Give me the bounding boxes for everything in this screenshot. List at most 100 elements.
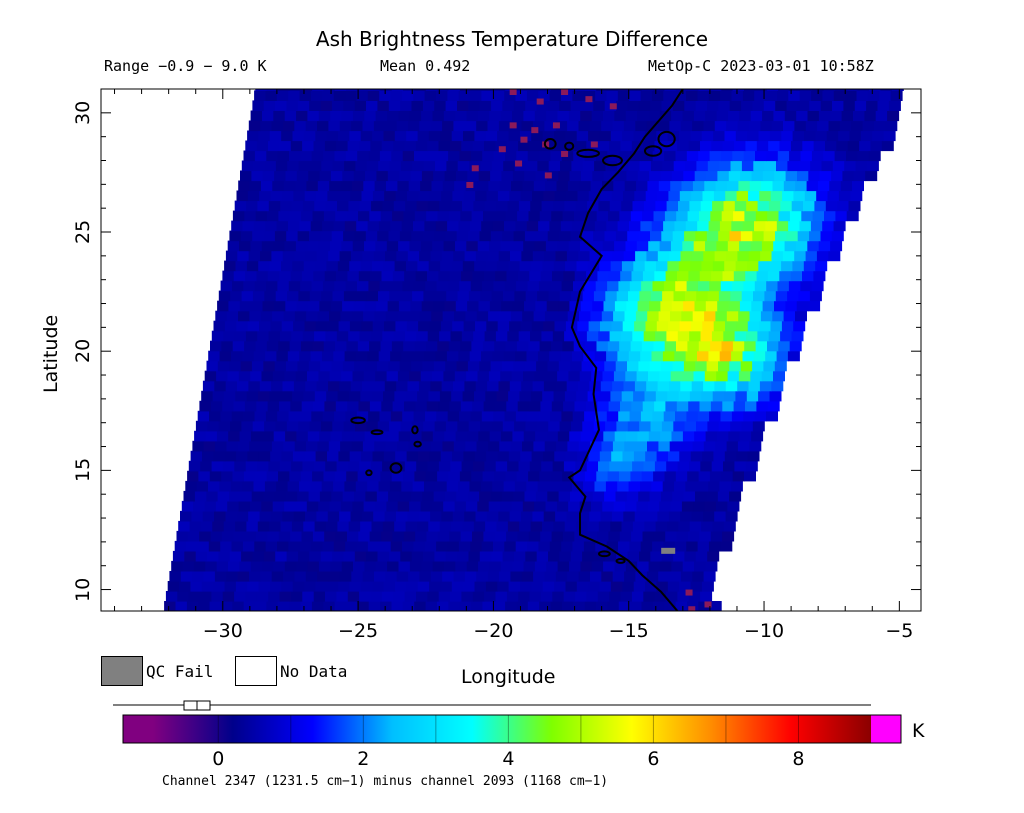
- heatmap-cell: [231, 540, 244, 552]
- heatmap-cell: [440, 581, 453, 592]
- heatmap-cell: [288, 90, 301, 101]
- heatmap-cell: [343, 420, 356, 432]
- heatmap-cell: [582, 420, 595, 432]
- heatmap-cell: [754, 410, 767, 422]
- heatmap-cell: [468, 420, 481, 432]
- heatmap-cell: [610, 581, 623, 592]
- heatmap-cell: [567, 180, 580, 192]
- heatmap-cell: [739, 430, 752, 442]
- heatmap-cell: [815, 130, 828, 142]
- heatmap-cell: [568, 110, 581, 122]
- heatmap-cell: [198, 601, 211, 611]
- heatmap-cell: [504, 540, 517, 552]
- heatmap-cell: [704, 310, 717, 322]
- heatmap-cell: [433, 490, 446, 502]
- heatmap-cell: [464, 250, 477, 262]
- heatmap-cell: [508, 450, 521, 462]
- heatmap-cell: [329, 370, 342, 382]
- heatmap-cell: [624, 571, 637, 582]
- heatmap-cell: [666, 200, 679, 212]
- heatmap-cell: [571, 420, 583, 432]
- heatmap-cell: [678, 390, 691, 402]
- heatmap-cell: [250, 500, 262, 512]
- heatmap-cell: [529, 270, 542, 282]
- colorbar-over-swatch: [871, 715, 901, 743]
- heatmap-cell: [761, 240, 774, 252]
- heatmap-cell: [495, 140, 508, 152]
- heatmap-cell: [542, 260, 555, 272]
- heatmap-cell: [279, 140, 292, 152]
- heatmap-cell: [180, 510, 192, 522]
- heatmap-cell: [737, 380, 750, 392]
- heatmap-cell: [636, 180, 649, 192]
- heatmap-cell: [489, 240, 502, 252]
- heatmap-cell: [624, 310, 637, 322]
- heatmap-cell: [642, 400, 655, 412]
- heatmap-cell: [671, 300, 684, 312]
- heatmap-cell: [705, 300, 718, 312]
- heatmap-cell: [276, 90, 289, 101]
- heatmap-cell: [655, 200, 668, 212]
- heatmap-cell: [404, 591, 417, 602]
- heatmap-cell: [374, 571, 386, 582]
- heatmap-cell: [338, 320, 351, 332]
- heatmap-cell: [816, 250, 829, 262]
- heatmap-cell: [833, 220, 846, 232]
- heatmap-cell: [559, 420, 572, 432]
- heatmap-cell: [580, 110, 593, 122]
- heatmap-cell: [298, 290, 311, 302]
- heatmap-cell: [694, 430, 707, 442]
- heatmap-cell: [516, 150, 529, 162]
- heatmap-cell: [390, 350, 403, 362]
- heatmap-cell: [188, 591, 201, 602]
- heatmap-cell: [744, 210, 757, 222]
- heatmap-cell: [273, 560, 286, 572]
- heatmap-cell: [459, 150, 472, 162]
- heatmap-cell: [296, 300, 309, 312]
- heatmap-cell: [809, 100, 822, 111]
- heatmap-cell: [677, 591, 690, 602]
- heatmap-cell: [519, 390, 532, 402]
- heatmap-cell: [619, 470, 631, 482]
- heatmap-cell: [774, 300, 786, 312]
- heatmap-cell: [714, 250, 727, 262]
- heatmap-cell: [594, 350, 607, 362]
- heatmap-cell: [398, 430, 411, 442]
- heatmap-cell: [657, 250, 670, 262]
- heatmap-cell: [488, 180, 501, 192]
- heatmap-cell: [775, 100, 788, 111]
- heatmap-cell: [404, 400, 416, 412]
- heatmap-cell: [767, 270, 780, 282]
- heatmap-cell: [261, 240, 274, 252]
- heatmap-cell: [451, 390, 464, 402]
- heatmap-cell: [335, 400, 348, 412]
- heatmap-cell: [415, 140, 428, 152]
- heatmap-cell: [442, 571, 455, 582]
- heatmap-cell: [279, 400, 291, 412]
- heatmap-cell: [736, 190, 749, 202]
- heatmap-cell: [343, 290, 356, 302]
- heatmap-cell: [596, 89, 609, 91]
- heatmap-cell: [483, 400, 496, 412]
- heatmap-cell: [690, 450, 703, 462]
- heatmap-cell: [184, 550, 197, 562]
- heatmap-cell: [666, 591, 678, 602]
- heatmap-cell: [618, 601, 631, 611]
- heatmap-cell: [243, 280, 256, 292]
- heatmap-cell: [298, 160, 311, 172]
- heatmap-cell: [698, 340, 711, 352]
- heatmap-cell: [789, 150, 802, 162]
- heatmap-cell: [334, 601, 347, 611]
- heatmap-cell: [389, 160, 402, 172]
- heatmap-cell: [252, 550, 265, 562]
- heatmap-cell: [631, 591, 644, 602]
- heatmap-cell: [355, 480, 368, 492]
- heatmap-cell: [603, 170, 616, 182]
- heatmap-cell: [562, 340, 575, 352]
- heatmap-cell: [497, 130, 510, 142]
- heatmap-cell: [559, 230, 571, 242]
- heatmap-cell: [284, 370, 297, 382]
- heatmap-cell: [469, 480, 482, 492]
- heatmap-cell: [542, 520, 554, 532]
- heatmap-cell: [371, 520, 384, 532]
